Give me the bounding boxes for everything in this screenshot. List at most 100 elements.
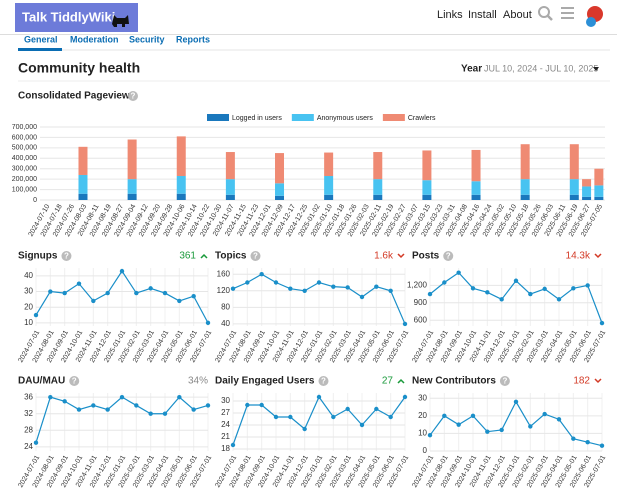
chart-title: Daily Engaged Users [215,376,315,387]
summary-value: 1.6k [374,251,394,262]
bar-segment [582,196,592,200]
bar-segment [422,180,432,195]
point [205,320,211,326]
point [259,272,264,277]
bar-segment [569,194,579,200]
trend-arrow [397,378,405,384]
nav-link[interactable]: About [503,9,532,21]
point [230,442,236,448]
point [205,403,211,408]
point [245,280,250,285]
point [359,294,365,300]
point [499,427,504,433]
tab-active[interactable]: General [24,34,58,44]
y-tick-label: 10 [24,318,33,327]
bar-segment [471,181,481,195]
help-icon [61,251,72,261]
point [259,402,264,408]
chart-title: New Contributors [412,376,496,387]
point [76,281,82,286]
bar-segment [582,179,592,187]
point [402,321,408,327]
y-tick-label: 600 [414,315,428,324]
period-label[interactable]: Year [461,64,482,75]
y-tick-label: 20 [24,302,33,311]
point [177,298,182,304]
search-icon[interactable] [538,6,553,21]
legend-label: Anonymous users [317,115,374,122]
y-tick-label: 120 [217,286,231,295]
point [499,297,504,302]
bar-segment [78,174,88,194]
y-tick-label: 30 [24,287,33,296]
bar-segment [471,149,481,182]
point [345,285,350,290]
point [427,291,433,297]
logo-cat [112,15,129,27]
logo-box[interactable] [15,3,138,32]
point [470,413,476,419]
y-tick-label: 0 [33,197,37,204]
nav-link[interactable]: Links [437,9,463,21]
point [345,406,350,412]
y-tick-label: 700,000 [12,124,37,131]
chart-title: Consolidated Pageviews [18,91,136,102]
help-icon [69,376,80,386]
bar-segment [324,194,334,200]
y-tick-label: 36 [24,392,33,401]
point [427,432,433,438]
help-icon [499,376,510,386]
tab[interactable]: Reports [176,34,210,44]
page-title: Community health [18,60,140,76]
point [470,286,476,291]
bar-segment [594,168,604,186]
bar-segment [594,196,604,200]
point [91,298,96,304]
bar-segment [176,136,186,177]
point [119,268,125,274]
dropdown-caret[interactable] [593,67,599,71]
avatar[interactable] [586,6,603,27]
tab[interactable]: Moderation [70,34,119,44]
point [528,424,533,429]
bar-segment [78,146,88,175]
trend-arrow [594,378,602,384]
period-range[interactable]: JUL 10, 2024 - JUL 10, 2025 [484,63,598,73]
summary-value: 361 [179,251,196,262]
bar-segment [225,152,235,180]
point [148,411,153,416]
point [302,426,307,432]
bar-segment [127,179,137,194]
y-tick-label: 24 [221,420,230,429]
point [316,280,322,285]
y-tick-label: 900 [414,298,428,307]
point [542,286,547,292]
y-tick-label: 200,000 [12,176,37,183]
point [105,407,110,412]
point [119,394,125,400]
point [331,284,336,289]
point [374,284,379,289]
point [316,394,322,400]
point [105,290,110,296]
y-tick-label: 80 [221,302,230,311]
point [585,283,590,288]
point [62,290,67,296]
point [528,291,533,297]
y-tick-label: 10 [418,429,427,438]
y-tick-label: 300,000 [12,166,37,173]
point [456,422,461,427]
help-icon [128,91,138,101]
point [148,286,153,291]
bar-segment [373,152,383,180]
point [245,402,250,408]
y-tick-label: 28 [24,425,33,434]
menu-icon[interactable] [561,7,574,19]
nav-link[interactable]: Install [468,9,497,21]
tab[interactable]: Security [129,34,165,44]
y-tick-label: 500,000 [12,145,37,152]
logo[interactable]: Talk TiddlyWiki [22,9,115,24]
point [331,414,336,420]
point [48,289,53,294]
